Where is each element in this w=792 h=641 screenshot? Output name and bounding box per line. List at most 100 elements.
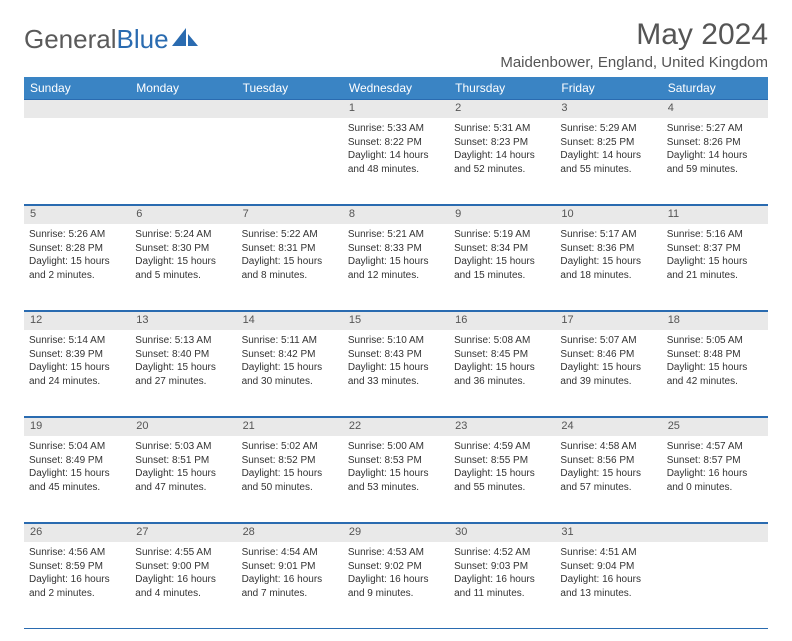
day-info-line: Sunrise: 4:56 AM [29,546,125,560]
day-number: 22 [343,418,449,436]
day-info-line: Sunrise: 5:29 AM [560,122,656,136]
daynum-row: 262728293031 [24,523,768,542]
day-info-line: Sunset: 8:59 PM [29,560,125,574]
day-info-line: Sunset: 8:23 PM [454,136,550,150]
day-info-line: Daylight: 14 hours [348,149,444,163]
day-info-line: and 15 minutes. [454,269,550,283]
week-row: Sunrise: 5:14 AMSunset: 8:39 PMDaylight:… [24,330,768,417]
day-info-line: and 27 minutes. [135,375,231,389]
day-info-line: Sunset: 8:34 PM [454,242,550,256]
day-info-line: Daylight: 16 hours [667,467,763,481]
day-number: 6 [130,206,236,224]
day-info-line: Sunrise: 4:55 AM [135,546,231,560]
day-cell [237,118,343,204]
day-info-line: Sunrise: 5:04 AM [29,440,125,454]
day-info-line: Daylight: 15 hours [667,255,763,269]
day-number: 3 [555,100,661,118]
day-cell: Sunrise: 5:04 AMSunset: 8:49 PMDaylight:… [24,436,130,522]
day-cell: Sunrise: 4:51 AMSunset: 9:04 PMDaylight:… [555,542,661,628]
day-number [130,100,236,118]
calendar-grid: SundayMondayTuesdayWednesdayThursdayFrid… [24,77,768,629]
day-info-line: Daylight: 16 hours [348,573,444,587]
day-info-line: Daylight: 15 hours [242,467,338,481]
day-info-line: Sunset: 8:45 PM [454,348,550,362]
day-number: 12 [24,312,130,330]
day-info-line: Sunrise: 5:08 AM [454,334,550,348]
day-number: 15 [343,312,449,330]
day-cell: Sunrise: 5:10 AMSunset: 8:43 PMDaylight:… [343,330,449,416]
day-info-line: Daylight: 15 hours [242,361,338,375]
day-number: 1 [343,100,449,118]
day-cell: Sunrise: 5:24 AMSunset: 8:30 PMDaylight:… [130,224,236,310]
day-info-line: Sunset: 8:42 PM [242,348,338,362]
day-cell: Sunrise: 4:55 AMSunset: 9:00 PMDaylight:… [130,542,236,628]
day-info-line: Daylight: 15 hours [135,255,231,269]
day-cell: Sunrise: 5:13 AMSunset: 8:40 PMDaylight:… [130,330,236,416]
title-block: May 2024 Maidenbower, England, United Ki… [500,18,768,71]
day-info-line: Sunrise: 5:14 AM [29,334,125,348]
day-info-line: Sunrise: 5:00 AM [348,440,444,454]
daynum-row: 567891011 [24,205,768,224]
day-info-line: and 0 minutes. [667,481,763,495]
day-info-line: Sunrise: 5:31 AM [454,122,550,136]
day-cell: Sunrise: 5:02 AMSunset: 8:52 PMDaylight:… [237,436,343,522]
day-info-line: Sunrise: 5:07 AM [560,334,656,348]
day-info-line: Sunrise: 4:54 AM [242,546,338,560]
day-number: 2 [449,100,555,118]
day-info-line: Daylight: 15 hours [29,361,125,375]
day-info-line: Sunset: 8:22 PM [348,136,444,150]
day-header: Tuesday [237,77,343,99]
day-cell: Sunrise: 5:27 AMSunset: 8:26 PMDaylight:… [662,118,768,204]
day-info-line: and 36 minutes. [454,375,550,389]
day-info-line: Daylight: 14 hours [667,149,763,163]
day-number: 13 [130,312,236,330]
day-info-line: Daylight: 15 hours [560,361,656,375]
day-info-line: Daylight: 16 hours [560,573,656,587]
day-cell: Sunrise: 5:03 AMSunset: 8:51 PMDaylight:… [130,436,236,522]
day-info-line: Sunrise: 4:53 AM [348,546,444,560]
day-header: Sunday [24,77,130,99]
day-cell [662,542,768,628]
day-info-line: Sunset: 8:36 PM [560,242,656,256]
day-info-line: Sunset: 8:40 PM [135,348,231,362]
day-header: Monday [130,77,236,99]
day-cell: Sunrise: 5:31 AMSunset: 8:23 PMDaylight:… [449,118,555,204]
day-info-line: Sunset: 8:31 PM [242,242,338,256]
day-cell: Sunrise: 5:17 AMSunset: 8:36 PMDaylight:… [555,224,661,310]
day-info-line: Daylight: 16 hours [29,573,125,587]
day-info-line: Sunrise: 5:21 AM [348,228,444,242]
day-info-line: Sunset: 8:33 PM [348,242,444,256]
day-number: 20 [130,418,236,436]
day-info-line: Sunset: 8:56 PM [560,454,656,468]
day-info-line: and 2 minutes. [29,269,125,283]
day-number: 25 [662,418,768,436]
day-info-line: Sunset: 8:30 PM [135,242,231,256]
day-info-line: Daylight: 15 hours [135,361,231,375]
day-number: 31 [555,524,661,542]
day-number: 24 [555,418,661,436]
day-info-line: Sunset: 8:28 PM [29,242,125,256]
day-header: Saturday [662,77,768,99]
day-info-line: Sunrise: 4:52 AM [454,546,550,560]
sail-icon [172,24,198,55]
day-number: 10 [555,206,661,224]
day-info-line: Sunset: 8:55 PM [454,454,550,468]
day-cell: Sunrise: 4:56 AMSunset: 8:59 PMDaylight:… [24,542,130,628]
day-info-line: Sunrise: 5:10 AM [348,334,444,348]
day-info-line: Sunset: 9:04 PM [560,560,656,574]
day-info-line: Daylight: 15 hours [667,361,763,375]
logo: GeneralBlue [24,24,198,55]
day-number: 27 [130,524,236,542]
day-number: 29 [343,524,449,542]
day-info-line: Sunset: 9:01 PM [242,560,338,574]
day-cell: Sunrise: 5:26 AMSunset: 8:28 PMDaylight:… [24,224,130,310]
day-info-line: Daylight: 15 hours [454,361,550,375]
day-header: Friday [555,77,661,99]
day-info-line: and 52 minutes. [454,163,550,177]
day-info-line: and 21 minutes. [667,269,763,283]
day-number: 30 [449,524,555,542]
day-cell: Sunrise: 4:52 AMSunset: 9:03 PMDaylight:… [449,542,555,628]
day-info-line: Sunset: 8:48 PM [667,348,763,362]
day-number: 5 [24,206,130,224]
day-info-line: Sunrise: 4:58 AM [560,440,656,454]
